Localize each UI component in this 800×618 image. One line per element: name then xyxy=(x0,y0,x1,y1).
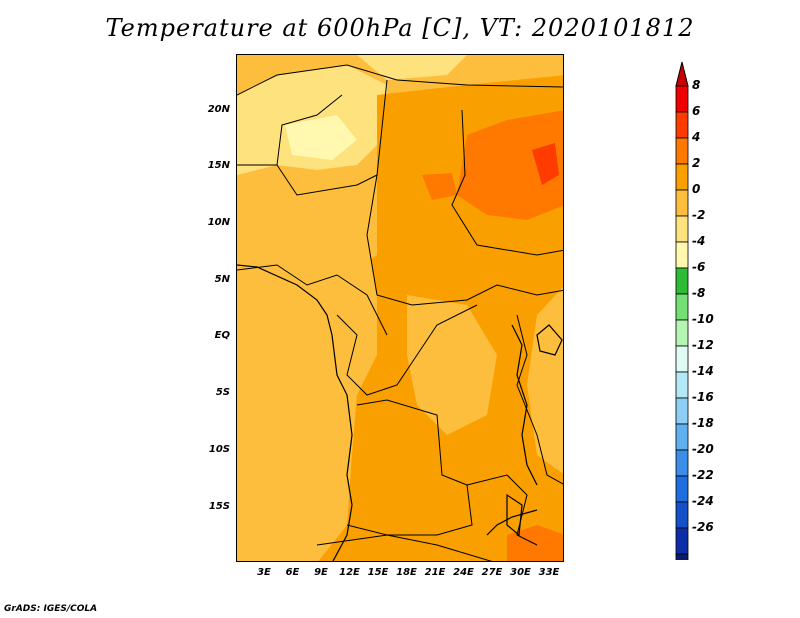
colorbar-swatch xyxy=(675,267,689,295)
field-hot-spot xyxy=(422,173,457,200)
colorbar-swatch xyxy=(675,163,689,191)
field-hottest-spot xyxy=(532,143,559,185)
latitude-label: 20N xyxy=(207,104,230,115)
colorbar-over-arrow xyxy=(675,61,689,87)
country-borders xyxy=(237,64,563,561)
colorbar-swatch xyxy=(675,423,689,451)
latitude-label: 5N xyxy=(214,274,230,285)
map-panel xyxy=(236,54,564,562)
colorbar-swatch xyxy=(675,189,689,217)
colorbar-label: -18 xyxy=(692,416,714,430)
colorbar-label: -4 xyxy=(692,234,706,248)
longitude-label: 30E xyxy=(510,567,531,578)
map-title: Temperature at 600hPa [C], VT: 202010181… xyxy=(105,14,695,42)
coastline xyxy=(237,264,563,561)
colorbar-label: 4 xyxy=(692,130,701,144)
latitude-label: EQ xyxy=(214,330,230,341)
colorbar xyxy=(675,61,689,560)
colorbar-swatch xyxy=(675,241,689,269)
colorbar-swatch xyxy=(675,475,689,503)
colorbar-label: 2 xyxy=(692,156,701,170)
colorbar-swatch xyxy=(675,397,689,425)
colorbar-label: 0 xyxy=(692,182,701,196)
longitude-label: 33E xyxy=(538,567,560,578)
longitude-label: 3E xyxy=(257,567,271,578)
field-cool-top xyxy=(357,55,467,80)
colorbar-swatch xyxy=(675,137,689,165)
colorbar-label: -8 xyxy=(692,286,706,300)
colorbar-swatch xyxy=(675,371,689,399)
colorbar-label: 6 xyxy=(692,104,701,118)
colorbar-label: -6 xyxy=(692,260,706,274)
field-mild-west xyxy=(277,175,377,285)
colorbar-swatch xyxy=(675,553,689,560)
field-hot-south xyxy=(507,525,563,561)
colorbar-label: -2 xyxy=(692,208,706,222)
longitude-label: 18E xyxy=(396,567,417,578)
colorbar-label: -20 xyxy=(692,442,714,456)
latitude-label: 5S xyxy=(215,387,230,398)
colorbar-label: -12 xyxy=(692,338,714,352)
colorbar-label: -16 xyxy=(692,390,714,404)
field-coldest-north xyxy=(285,115,357,160)
longitude-label: 12E xyxy=(339,567,360,578)
colorbar-swatch xyxy=(675,111,689,139)
colorbar-label: 8 xyxy=(692,78,701,92)
colorbar-label: -10 xyxy=(692,312,714,326)
longitude-label: 15E xyxy=(367,567,389,578)
colorbar-swatch xyxy=(675,293,689,321)
colorbar-swatch xyxy=(675,319,689,347)
field-hot-east xyxy=(457,110,563,220)
colorbar-label: -24 xyxy=(692,494,714,508)
colorbar-swatch xyxy=(675,85,689,113)
colorbar-swatch xyxy=(675,215,689,243)
colorbar-label: -22 xyxy=(692,468,714,482)
colorbar-label: -26 xyxy=(692,520,714,534)
latitude-label: 15S xyxy=(208,501,230,512)
latitude-label: 10S xyxy=(208,444,230,455)
latitude-label: 15N xyxy=(207,160,230,171)
longitude-label: 9E xyxy=(314,567,328,578)
colorbar-swatch xyxy=(675,501,689,529)
longitude-label: 27E xyxy=(481,567,503,578)
longitude-label: 6E xyxy=(285,567,300,578)
colorbar-swatch xyxy=(675,449,689,477)
longitude-label: 21E xyxy=(424,567,446,578)
field-mild-congo xyxy=(407,295,497,435)
colorbar-label: -14 xyxy=(692,364,714,378)
latitude-label: 10N xyxy=(207,217,230,228)
grads-credit: GrADS: IGES/COLA xyxy=(4,604,98,614)
temperature-field xyxy=(237,55,563,561)
longitude-label: 24E xyxy=(453,567,474,578)
colorbar-swatch xyxy=(675,345,689,373)
colorbar-swatch xyxy=(675,527,689,555)
